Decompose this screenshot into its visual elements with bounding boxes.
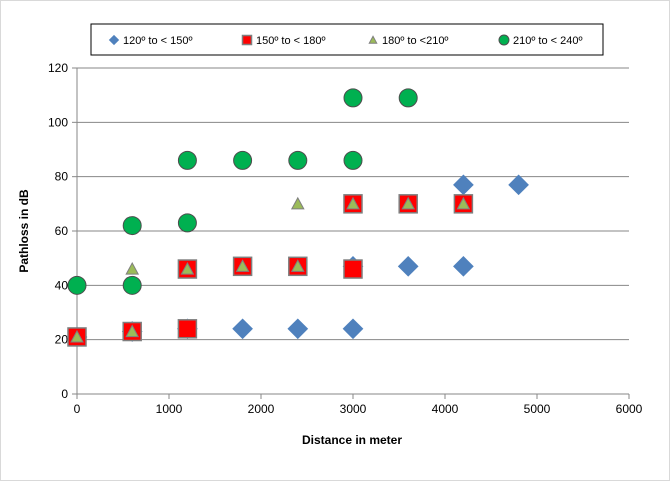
- legend-box: [90, 23, 604, 56]
- data-point-square: [343, 259, 363, 279]
- data-points: [66, 88, 529, 348]
- y-axis-title: Pathloss in dB: [17, 189, 31, 273]
- data-point-triangle: [70, 329, 84, 343]
- data-point-circle: [288, 150, 308, 170]
- x-tick-label: 6000: [616, 402, 643, 416]
- data-point-diamond: [342, 318, 364, 340]
- x-tick-label: 1000: [156, 402, 183, 416]
- legend: 120º to < 150º 150º to < 180º 180º to <210…: [90, 23, 604, 56]
- data-point-triangle: [125, 324, 140, 338]
- legend-marker-diamond: [108, 34, 120, 46]
- data-point-square: [177, 319, 198, 339]
- data-point-circle: [177, 213, 197, 233]
- data-point-triangle: [346, 196, 360, 210]
- legend-marker-circle: [498, 34, 510, 46]
- x-tick-label: 0: [74, 402, 81, 416]
- y-tick-label: 60: [55, 224, 69, 238]
- data-point-triangle: [235, 259, 250, 272]
- y-tick-label: 40: [55, 278, 69, 292]
- data-point-circle: [343, 88, 363, 108]
- x-axis-title: Distance in meter: [302, 433, 402, 447]
- legend-label: 120º to < 150º: [123, 35, 193, 47]
- data-point-triangle: [180, 261, 195, 275]
- legend-marker-triangle: [368, 35, 378, 44]
- y-tick-label: 120: [48, 61, 68, 75]
- legend-label: 180º to <210º: [382, 35, 448, 47]
- data-point-diamond: [232, 318, 253, 340]
- data-point-triangle: [401, 196, 416, 210]
- data-point-circle: [398, 88, 418, 108]
- data-point-circle: [122, 275, 142, 295]
- x-tick-label: 3000: [340, 402, 367, 416]
- data-point-diamond: [508, 174, 529, 196]
- data-point-diamond: [453, 174, 474, 196]
- data-point-circle: [343, 150, 363, 170]
- data-point-triangle: [456, 196, 471, 210]
- data-point-diamond: [287, 318, 309, 340]
- legend-label: 150º to < 180º: [256, 35, 326, 47]
- data-point-circle: [67, 275, 87, 295]
- legend-marker-square: [241, 34, 253, 46]
- data-point-diamond: [453, 255, 474, 277]
- y-tick-label: 80: [55, 170, 69, 184]
- legend-label: 210º to < 240º: [513, 35, 583, 47]
- series-triangle: [70, 196, 471, 343]
- series-circle: [67, 88, 418, 295]
- data-point-diamond: [397, 255, 419, 277]
- data-point-circle: [177, 150, 197, 170]
- data-point-triangle: [125, 261, 140, 275]
- x-tick-label: 5000: [524, 402, 551, 416]
- data-point-triangle: [290, 259, 305, 272]
- data-point-triangle: [290, 196, 305, 210]
- x-tick-labels: 0 1000 2000 3000 4000 5000 6000: [74, 402, 643, 416]
- x-tick-label: 4000: [432, 402, 459, 416]
- y-tick-label: 100: [48, 115, 68, 129]
- grid-lines: [72, 67, 630, 399]
- y-tick-label: 20: [55, 333, 69, 347]
- y-tick-label: 0: [61, 387, 68, 401]
- x-tick-label: 2000: [248, 402, 275, 416]
- data-point-circle: [122, 216, 142, 236]
- y-tick-labels: 0 20 40 60 80 100 120: [48, 61, 68, 401]
- data-point-circle: [233, 150, 253, 170]
